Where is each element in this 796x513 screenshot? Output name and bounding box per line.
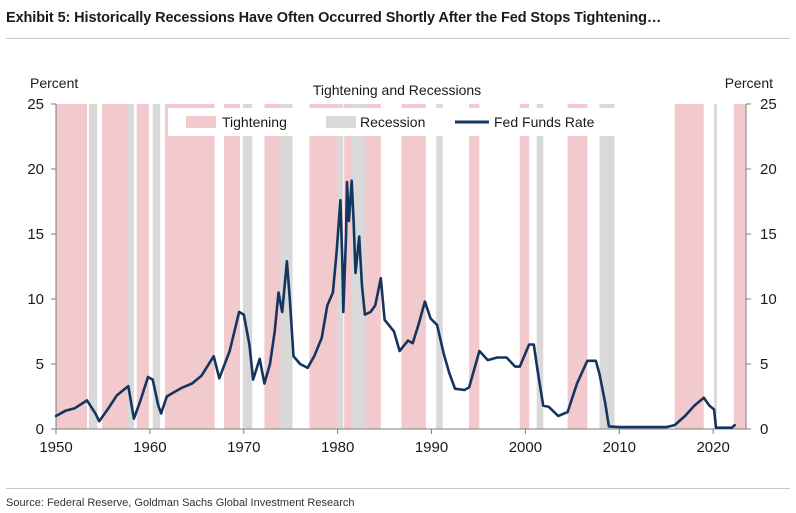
- x-tick-label: 1970: [227, 439, 260, 456]
- chart-title: Tightening and Recessions: [313, 82, 481, 98]
- tightening-band: [102, 104, 130, 429]
- legend-background: [168, 108, 626, 136]
- fed-funds-rate-line: [54, 179, 736, 429]
- y-tick-label-left: 20: [27, 161, 44, 178]
- period-bands: [56, 104, 746, 429]
- recession-band: [714, 104, 717, 429]
- legend-swatch: [326, 116, 356, 128]
- title-rule: [6, 38, 790, 39]
- exhibit-title: Exhibit 5: Historically Recessions Have …: [6, 10, 662, 26]
- legend-swatch: [186, 116, 216, 128]
- x-tick-label: 2000: [509, 439, 542, 456]
- recession-band: [436, 104, 443, 429]
- legend-label: Tightening: [222, 114, 287, 130]
- y-tick-label-left: 10: [27, 291, 44, 308]
- recession-band: [337, 104, 344, 429]
- y-tick-label-left: 25: [27, 96, 44, 113]
- y-tick-label-right: 10: [760, 291, 777, 308]
- y-tick-label-left: 0: [36, 421, 44, 438]
- recession-band: [242, 104, 253, 429]
- x-tick-label: 1950: [39, 439, 72, 456]
- recession-band: [127, 104, 134, 429]
- tightening-band: [224, 104, 240, 429]
- tightening-band: [136, 104, 149, 429]
- legend-label: Fed Funds Rate: [494, 114, 595, 130]
- tightening-band: [469, 104, 480, 429]
- tightening-band: [56, 104, 87, 429]
- recession-band: [599, 104, 615, 429]
- legend-label: Recession: [360, 114, 425, 130]
- y-axis-label-left: Percent: [30, 75, 78, 91]
- x-tick-label: 2010: [603, 439, 636, 456]
- x-tick-label: 1990: [415, 439, 448, 456]
- recession-band: [351, 104, 365, 429]
- tightening-band: [401, 104, 426, 429]
- recession-band: [536, 104, 544, 429]
- y-tick-label-right: 0: [760, 421, 768, 438]
- y-tick-label-right: 20: [760, 161, 777, 178]
- y-axis-label-right: Percent: [725, 75, 773, 91]
- x-tick-label: 2020: [696, 439, 729, 456]
- tightening-band: [519, 104, 530, 429]
- tightening-band: [733, 104, 746, 429]
- y-tick-label-right: 5: [760, 356, 768, 373]
- y-tick-label-left: 15: [27, 226, 44, 243]
- recession-band: [152, 104, 161, 429]
- y-tick-label-right: 25: [760, 96, 777, 113]
- y-tick-label-left: 5: [36, 356, 44, 373]
- tightening-band: [674, 104, 704, 429]
- x-tick-label: 1980: [321, 439, 354, 456]
- y-tick-label-right: 15: [760, 226, 777, 243]
- chart: Tightening Recession Fed Funds Rate 0 0 5 5 10…: [27, 75, 776, 456]
- tightening-band: [567, 104, 588, 429]
- source-note: Source: Federal Reserve, Goldman Sachs G…: [6, 497, 355, 509]
- tightening-band: [164, 104, 215, 429]
- series-layer: [54, 179, 736, 429]
- recession-band: [88, 104, 98, 429]
- x-tick-label: 1960: [133, 439, 166, 456]
- footer-rule: [6, 488, 790, 489]
- legend: Tightening Recession Fed Funds Rate: [168, 108, 626, 136]
